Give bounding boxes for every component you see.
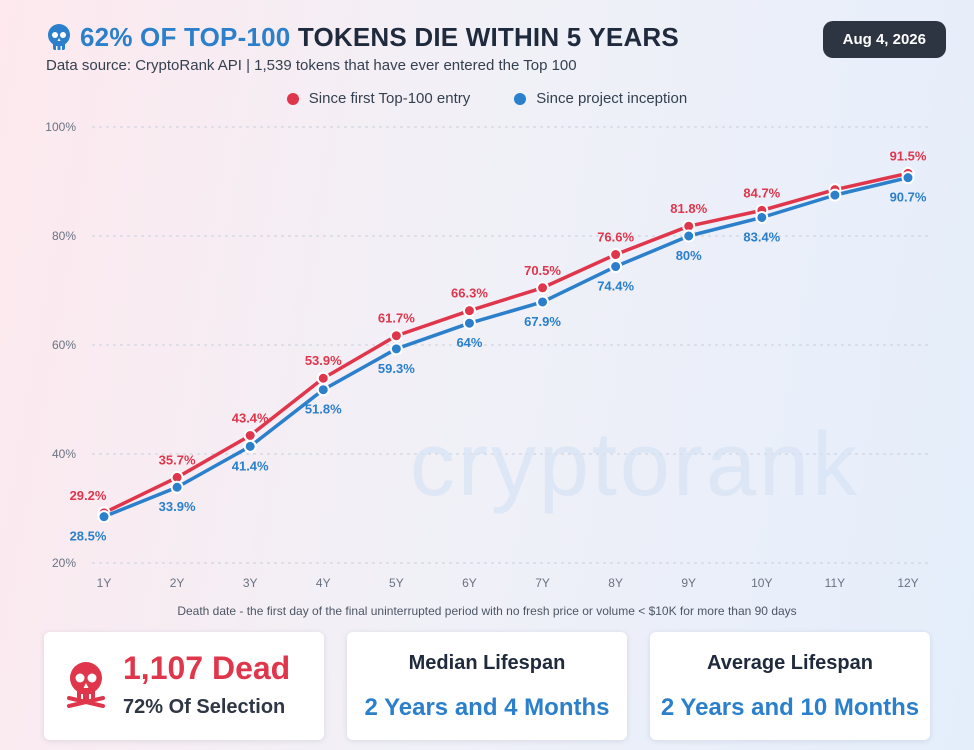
average-card: Average Lifespan 2 Years and 10 Months — [650, 632, 930, 740]
title-rest: TOKENS DIE WITHIN 5 YEARS — [290, 22, 679, 52]
data-label: 74.4% — [597, 279, 634, 294]
data-label: 90.7% — [890, 190, 927, 205]
date-badge: Aug 4, 2026 — [822, 21, 946, 58]
x-tick-label: 5Y — [389, 576, 404, 590]
data-point — [97, 510, 111, 524]
x-tick-label: 2Y — [170, 576, 185, 590]
y-tick-label: 80% — [52, 229, 76, 243]
y-tick-label: 100% — [45, 120, 76, 134]
data-point — [389, 329, 403, 343]
legend-label-top100: Since first Top-100 entry — [308, 90, 471, 107]
average-label: Average Lifespan — [707, 652, 873, 674]
data-label: 70.5% — [524, 263, 561, 278]
line-chart: cryptorank 20% 40% 60% 80% 100% 1Y 2Y 3Y 4Y 5Y 6Y 7… — [45, 120, 930, 590]
data-label: 35.7% — [159, 452, 196, 467]
median-label: Median Lifespan — [408, 652, 566, 674]
data-point — [609, 260, 623, 274]
subtitle: Data source: CryptoRank API | 1,539 toke… — [46, 57, 577, 74]
data-label: 67.9% — [524, 314, 561, 329]
data-label: 51.8% — [305, 402, 342, 417]
dead-share: 72% Of Selection — [123, 696, 286, 718]
x-tick-label: 12Y — [897, 576, 918, 590]
legend-dot-red — [286, 92, 299, 105]
data-point — [170, 480, 184, 494]
median-card: Median Lifespan 2 Years and 4 Months — [347, 632, 627, 740]
data-point — [901, 171, 915, 185]
skull-icon — [67, 662, 105, 708]
data-point — [536, 295, 550, 309]
data-label: 28.5% — [70, 529, 107, 544]
data-label: 41.4% — [232, 458, 269, 473]
data-label: 61.7% — [378, 311, 415, 326]
header: 62% OF TOP-100 TOKENS DIE WITHIN 5 YEARS… — [46, 22, 679, 74]
data-label: 80% — [676, 248, 702, 263]
x-tick-label: 7Y — [535, 576, 550, 590]
dead-card: 1,107 Dead 72% Of Selection — [44, 632, 324, 740]
data-point — [536, 281, 550, 295]
title-row: 62% OF TOP-100 TOKENS DIE WITHIN 5 YEARS — [46, 22, 679, 53]
data-point — [462, 316, 476, 330]
data-point — [462, 304, 476, 318]
legend: Since first Top-100 entry Since project … — [0, 90, 974, 107]
legend-label-inception: Since project inception — [536, 90, 688, 107]
title-highlight: 62% OF TOP-100 — [80, 22, 291, 52]
data-point — [609, 248, 623, 262]
data-label: 76.6% — [597, 230, 634, 245]
data-label: 83.4% — [743, 229, 780, 244]
data-point — [828, 188, 842, 202]
x-tick-label: 1Y — [97, 576, 112, 590]
data-label: 29.2% — [70, 488, 107, 503]
data-point — [243, 428, 257, 442]
series-line — [103, 175, 909, 519]
data-label: 53.9% — [305, 353, 342, 368]
data-label: 91.5% — [890, 148, 927, 163]
data-point — [243, 439, 257, 453]
x-tick-label: 8Y — [608, 576, 623, 590]
y-tick-label: 60% — [52, 338, 76, 352]
data-label: 81.8% — [670, 201, 707, 216]
y-tick-label: 40% — [52, 447, 76, 461]
data-point — [316, 371, 330, 385]
x-tick-label: 6Y — [462, 576, 477, 590]
x-tick-label: 11Y — [825, 576, 845, 590]
median-value: 2 Years and 4 Months — [364, 694, 610, 721]
series-line — [103, 171, 909, 515]
average-value: 2 Years and 10 Months — [660, 694, 920, 721]
data-label: 66.3% — [451, 286, 488, 301]
legend-item-inception: Since project inception — [514, 90, 687, 107]
data-label: 33.9% — [159, 499, 196, 514]
x-tick-label: 10Y — [751, 576, 772, 590]
footnote: Death date - the first day of the final … — [177, 604, 797, 618]
data-point — [755, 210, 769, 224]
x-tick-label: 4Y — [316, 576, 331, 590]
skull-icon — [48, 23, 70, 50]
data-point — [389, 342, 403, 356]
data-point — [682, 229, 696, 243]
dead-count: 1,107 Dead — [123, 650, 291, 686]
y-tick-label: 20% — [52, 556, 76, 570]
legend-dot-blue — [514, 92, 527, 105]
x-tick-label: 3Y — [243, 576, 258, 590]
data-label: 59.3% — [378, 361, 415, 376]
data-label: 64% — [456, 335, 482, 350]
x-tick-label: 9Y — [681, 576, 696, 590]
data-point — [316, 383, 330, 397]
watermark-text: cryptorank — [410, 415, 860, 515]
legend-item-top100: Since first Top-100 entry — [286, 90, 471, 107]
page-title: 62% OF TOP-100 TOKENS DIE WITHIN 5 YEARS — [80, 22, 679, 53]
data-label: 43.4% — [232, 410, 269, 425]
data-label: 84.7% — [743, 185, 780, 200]
